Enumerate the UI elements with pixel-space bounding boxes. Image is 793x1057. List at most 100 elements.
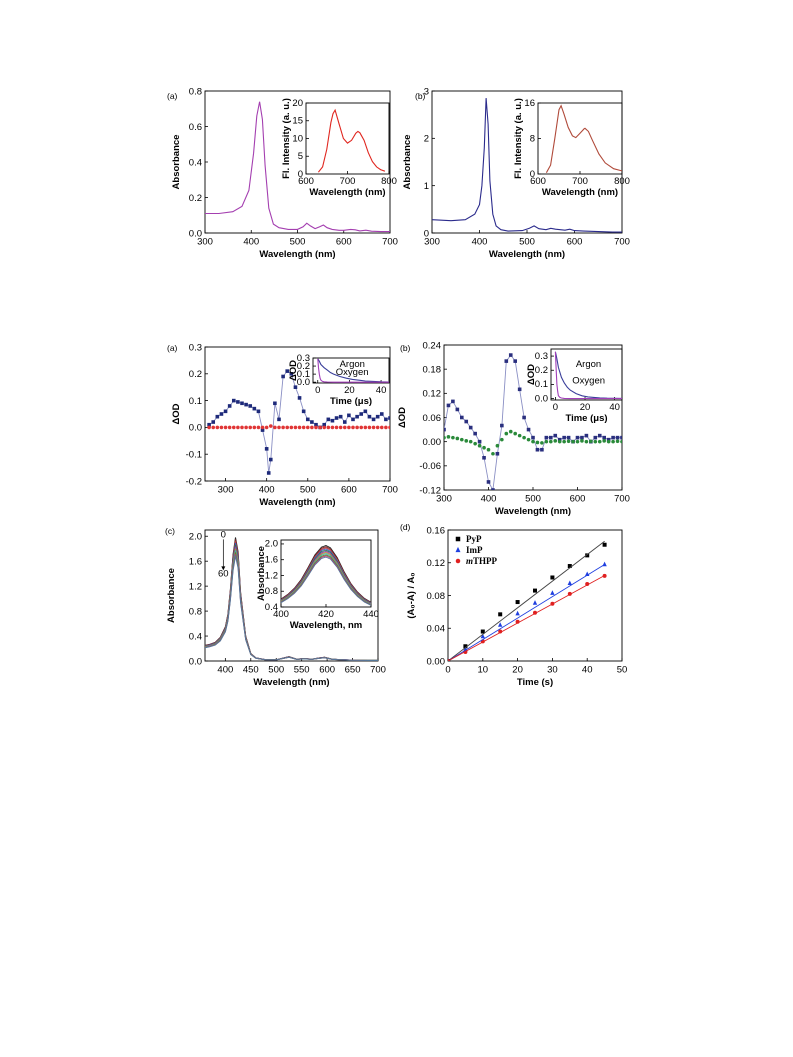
fig1b-y-axis-title: Absorbance	[402, 135, 413, 190]
fig1a-inset-y-tick-label: 20	[292, 98, 303, 109]
fig2d-series-3-point	[585, 582, 590, 587]
fig2d-y-tick-label: 0.08	[427, 591, 446, 602]
fig2a-inset-series-2-line	[317, 358, 389, 383]
fig2a-y-tick-label: -0.1	[186, 450, 202, 461]
fig2a-series-1-point	[244, 402, 248, 407]
fig2b-series-1-point	[597, 433, 602, 438]
fig2a-inset-y-tick-label: 0.2	[297, 361, 310, 372]
fig2a-series-1-point	[260, 428, 265, 432]
fig2c-plot-frame	[204, 529, 379, 662]
fig2a-x-tick-label: 300	[218, 485, 234, 496]
fig2a-series-2-point	[215, 425, 220, 430]
fig2a-series-2-point	[375, 425, 380, 430]
fig2b-series-1-point	[504, 359, 509, 363]
fig2a-inset-plot-frame	[312, 357, 390, 384]
fig2d-legend-marker	[455, 536, 461, 542]
fig2d-data	[448, 540, 607, 661]
fig2b-inset-x-tick-label: 20	[580, 402, 591, 413]
fig2c-arrow-label-end: 60	[218, 568, 229, 579]
fig2b-series-1-point	[444, 427, 446, 432]
fig2d-fit-line	[448, 575, 605, 661]
fig2a-series-1-point	[367, 414, 372, 419]
fig2c-x-tick-label: 600	[319, 665, 335, 676]
fig2a-series-2-point	[248, 425, 253, 430]
fig2a-series-2-point	[301, 425, 306, 430]
fig2b-series-2-point	[504, 431, 509, 436]
fig2d-series-2-point	[515, 610, 520, 616]
fig2b-series-2-point	[597, 439, 602, 444]
fig2b-series-2-point	[571, 439, 575, 444]
fig2b-x-axis-title: Wavelength (nm)	[495, 506, 571, 517]
fig2c-inset-y-tick-label: 1.6	[265, 555, 278, 566]
fig2b-series-1-point	[531, 435, 535, 440]
fig2c-spectrum-line	[205, 548, 378, 661]
fig1a-inset-y-tick-label: 10	[292, 133, 303, 144]
fig2b-series-1-point	[593, 435, 598, 440]
fig1a-panel-label: (a)	[167, 91, 178, 101]
fig2b-y-axis-title: ΔOD	[397, 407, 408, 428]
fig2d-series-3-point	[498, 629, 503, 634]
fig2a-x-tick-label: 400	[259, 485, 275, 496]
fig2c-y-tick-label: 0.4	[189, 631, 202, 642]
fig2a-series-2-point	[310, 425, 314, 430]
fig2a-series-2-point	[219, 425, 224, 430]
fig2a-series-2-point	[231, 425, 236, 430]
fig1b-x-tick-label: 500	[519, 237, 535, 248]
fig2b-series-1-point	[446, 403, 451, 408]
fig2d-x-tick-label: 20	[512, 665, 523, 676]
fig2c-inset: 400 420 440 0.4 0.8 1.2 1.6 2.0 Wavelength, nm Ab…	[256, 539, 379, 631]
fig1b-x-axis-title: Wavelength (nm)	[489, 249, 565, 260]
fig2b-series-1-point	[540, 447, 544, 452]
fig2b-series-2-point	[553, 439, 558, 443]
fig2a-series-2-point	[260, 425, 265, 430]
fig2a-series-1-point	[289, 372, 294, 376]
fig2a-inset-y-axis-title: ΔOD	[288, 360, 299, 381]
fig2a-inset-x-tick-label: 20	[344, 385, 355, 396]
fig2b-series-1-point	[544, 435, 549, 440]
fig2b-series-2-point	[477, 443, 482, 448]
fig2c-spectrum-line	[205, 552, 378, 661]
fig2c-inset-x-tick-label: 400	[273, 609, 289, 620]
fig2b-series-1-point	[491, 488, 495, 490]
fig2c-inset-spectrum-line	[281, 556, 371, 606]
fig2b-series-1-point	[526, 427, 531, 432]
fig1a-inset-x-tick-label: 700	[340, 176, 356, 187]
fig2a-series-1-point	[215, 414, 220, 419]
fig2d-x-tick-label: 50	[617, 665, 628, 676]
fig1a-data	[205, 101, 390, 233]
fig2b-series-2-point	[508, 429, 513, 434]
fig1a-y-tick-label: 0.6	[189, 122, 202, 133]
fig2b-series-2-point	[615, 439, 620, 444]
fig2b-series-2-point	[460, 437, 464, 442]
fig2c-y-tick-label: 1.2	[189, 581, 202, 592]
fig2b-series-1-point	[482, 455, 486, 460]
fig2d-series-1-point	[550, 575, 555, 580]
fig2b-series-2-point	[535, 440, 540, 445]
fig2b-panel-label: (b)	[400, 343, 411, 353]
fig2b-series-2-point	[526, 437, 531, 442]
fig2d-x-tick-label: 40	[582, 665, 593, 676]
fig2d-series-1-point	[533, 588, 537, 593]
fig2d-x-tick-label: 10	[478, 665, 489, 676]
fig2a-series-2-point	[297, 425, 302, 430]
fig2a-series-1-point	[326, 417, 331, 422]
fig1b-panel-label: (b)	[415, 91, 426, 101]
fig2a-x-tick-label: 700	[382, 485, 398, 496]
fig2a-series-2-point	[363, 425, 368, 430]
fig1b-y-tick-label: 2	[424, 134, 429, 145]
fig2a-series-1-point	[355, 414, 359, 419]
fig2b-series-2-point	[486, 447, 491, 452]
fig2a-series-1-point	[347, 413, 351, 418]
fig2b-inset-y-tick-label: 0.0	[535, 393, 548, 404]
fig2a-inset-y-tick-label: 0.1	[297, 369, 310, 380]
fig2b-data	[444, 353, 622, 490]
fig2a-inset-y-tick-label: 0.0	[297, 377, 310, 388]
fig2a-y-tick-label: 0.1	[189, 396, 202, 407]
fig2a-series-1-point	[248, 404, 253, 408]
fig2a-inset-y-tick-label: 0.3	[297, 353, 310, 364]
fig1a-inset-y-tick-label: 0	[298, 169, 303, 180]
fig2a-series-1-point	[322, 422, 327, 427]
fig2d-x-tick-label: 30	[547, 665, 558, 676]
fig2d-legend-label-prefix: m	[466, 556, 473, 566]
